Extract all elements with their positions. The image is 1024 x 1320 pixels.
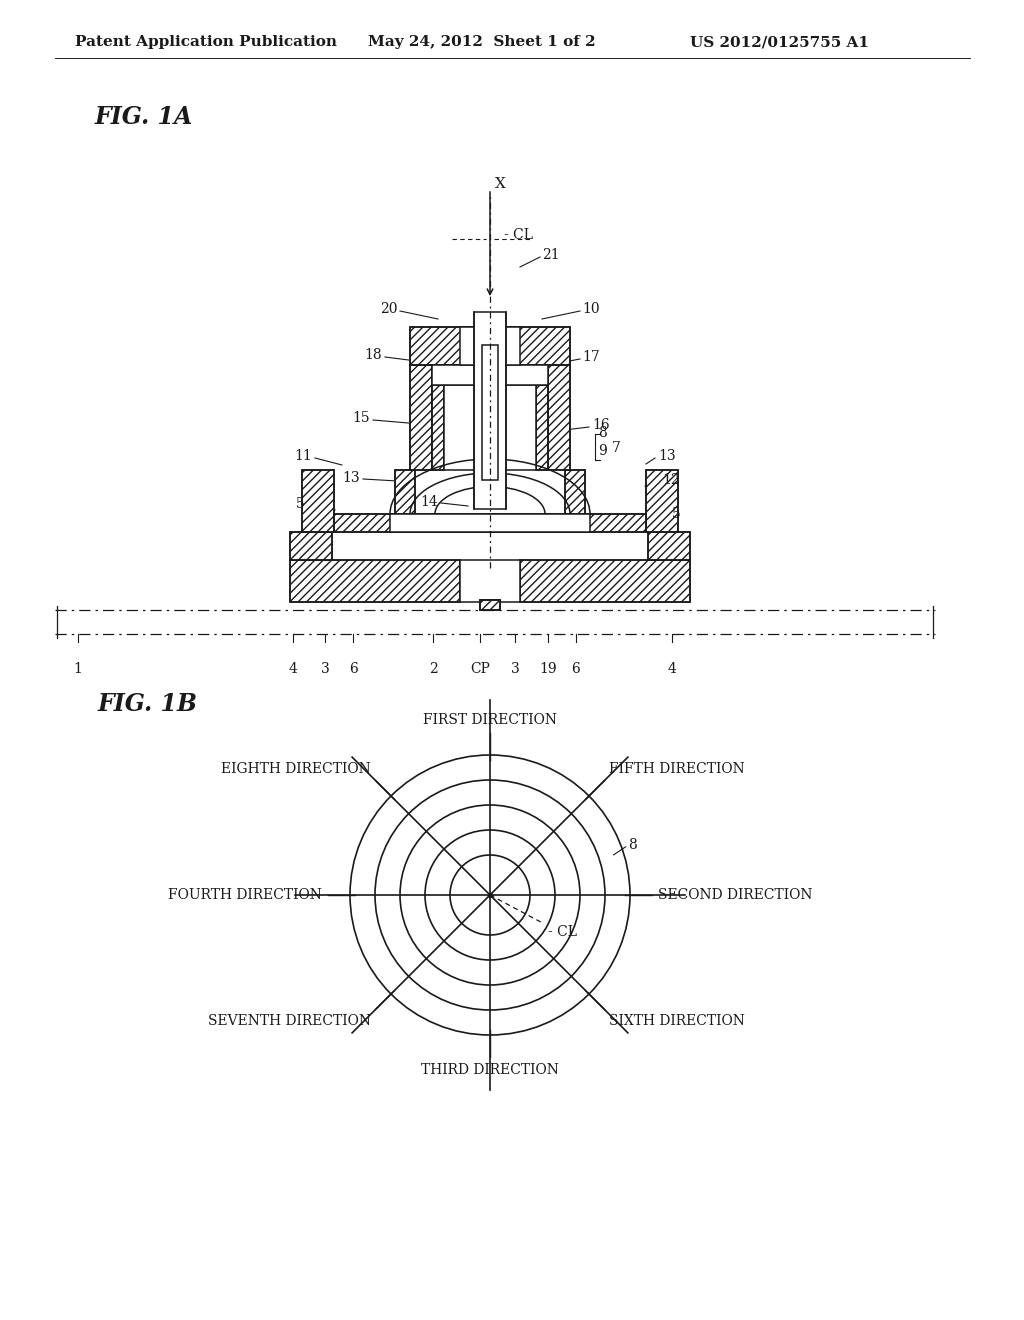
Bar [390,513,590,532]
Text: 5: 5 [672,507,681,521]
Text: 4: 4 [289,663,297,676]
Polygon shape [646,470,678,532]
Text: FIFTH DIRECTION: FIFTH DIRECTION [609,762,744,776]
Polygon shape [395,470,415,513]
Text: 13: 13 [342,471,360,484]
Bar [480,601,500,610]
Bar [474,312,506,510]
Polygon shape [410,366,432,470]
Bar [482,345,498,480]
Text: 19: 19 [540,663,557,676]
Text: 3: 3 [511,663,519,676]
Text: FIG. 1A: FIG. 1A [95,106,194,129]
Text: FIG. 1B: FIG. 1B [98,692,198,715]
Bar [432,366,548,385]
Polygon shape [536,385,548,470]
Text: 20: 20 [381,302,398,315]
Text: 11: 11 [294,449,312,463]
Polygon shape [480,601,500,610]
Text: X: X [495,177,506,191]
Text: 6: 6 [571,663,581,676]
Text: 13: 13 [658,449,676,463]
Polygon shape [410,327,570,366]
Text: US 2012/0125755 A1: US 2012/0125755 A1 [690,36,869,49]
Polygon shape [648,532,690,560]
Text: 9: 9 [598,444,607,458]
Text: - CL: - CL [548,925,577,939]
Text: 8: 8 [628,838,636,851]
Polygon shape [548,366,570,470]
Text: FOURTH DIRECTION: FOURTH DIRECTION [168,888,322,902]
Text: 4: 4 [668,663,677,676]
Polygon shape [302,470,334,532]
Bar [444,385,536,470]
Text: 7: 7 [612,441,621,455]
Text: 16: 16 [592,418,609,432]
Text: 12: 12 [662,473,680,487]
Text: SECOND DIRECTION: SECOND DIRECTION [658,888,812,902]
Text: CP: CP [470,663,489,676]
Text: SEVENTH DIRECTION: SEVENTH DIRECTION [208,1014,372,1028]
Polygon shape [432,385,444,470]
Text: THIRD DIRECTION: THIRD DIRECTION [421,1063,559,1077]
Text: 1: 1 [74,663,83,676]
Text: 5: 5 [296,498,305,511]
Text: 18: 18 [365,348,382,362]
Text: 14: 14 [420,495,438,510]
Text: 3: 3 [321,663,330,676]
Polygon shape [520,560,690,602]
Polygon shape [565,470,585,513]
Text: 6: 6 [348,663,357,676]
Text: 8: 8 [598,426,607,440]
Text: EIGHTH DIRECTION: EIGHTH DIRECTION [221,762,372,776]
Polygon shape [290,532,332,560]
Text: May 24, 2012  Sheet 1 of 2: May 24, 2012 Sheet 1 of 2 [368,36,596,49]
Text: Patent Application Publication: Patent Application Publication [75,36,337,49]
Bar [460,560,520,602]
Text: 17: 17 [582,350,600,364]
Bar [460,327,520,366]
Text: 21: 21 [542,248,560,261]
Text: 15: 15 [352,411,370,425]
Polygon shape [334,513,646,532]
Text: 2: 2 [429,663,437,676]
Text: SIXTH DIRECTION: SIXTH DIRECTION [609,1014,744,1028]
Text: 10: 10 [582,302,600,315]
Text: FIRST DIRECTION: FIRST DIRECTION [423,713,557,727]
Text: - CL: - CL [504,228,534,242]
Polygon shape [290,560,460,602]
